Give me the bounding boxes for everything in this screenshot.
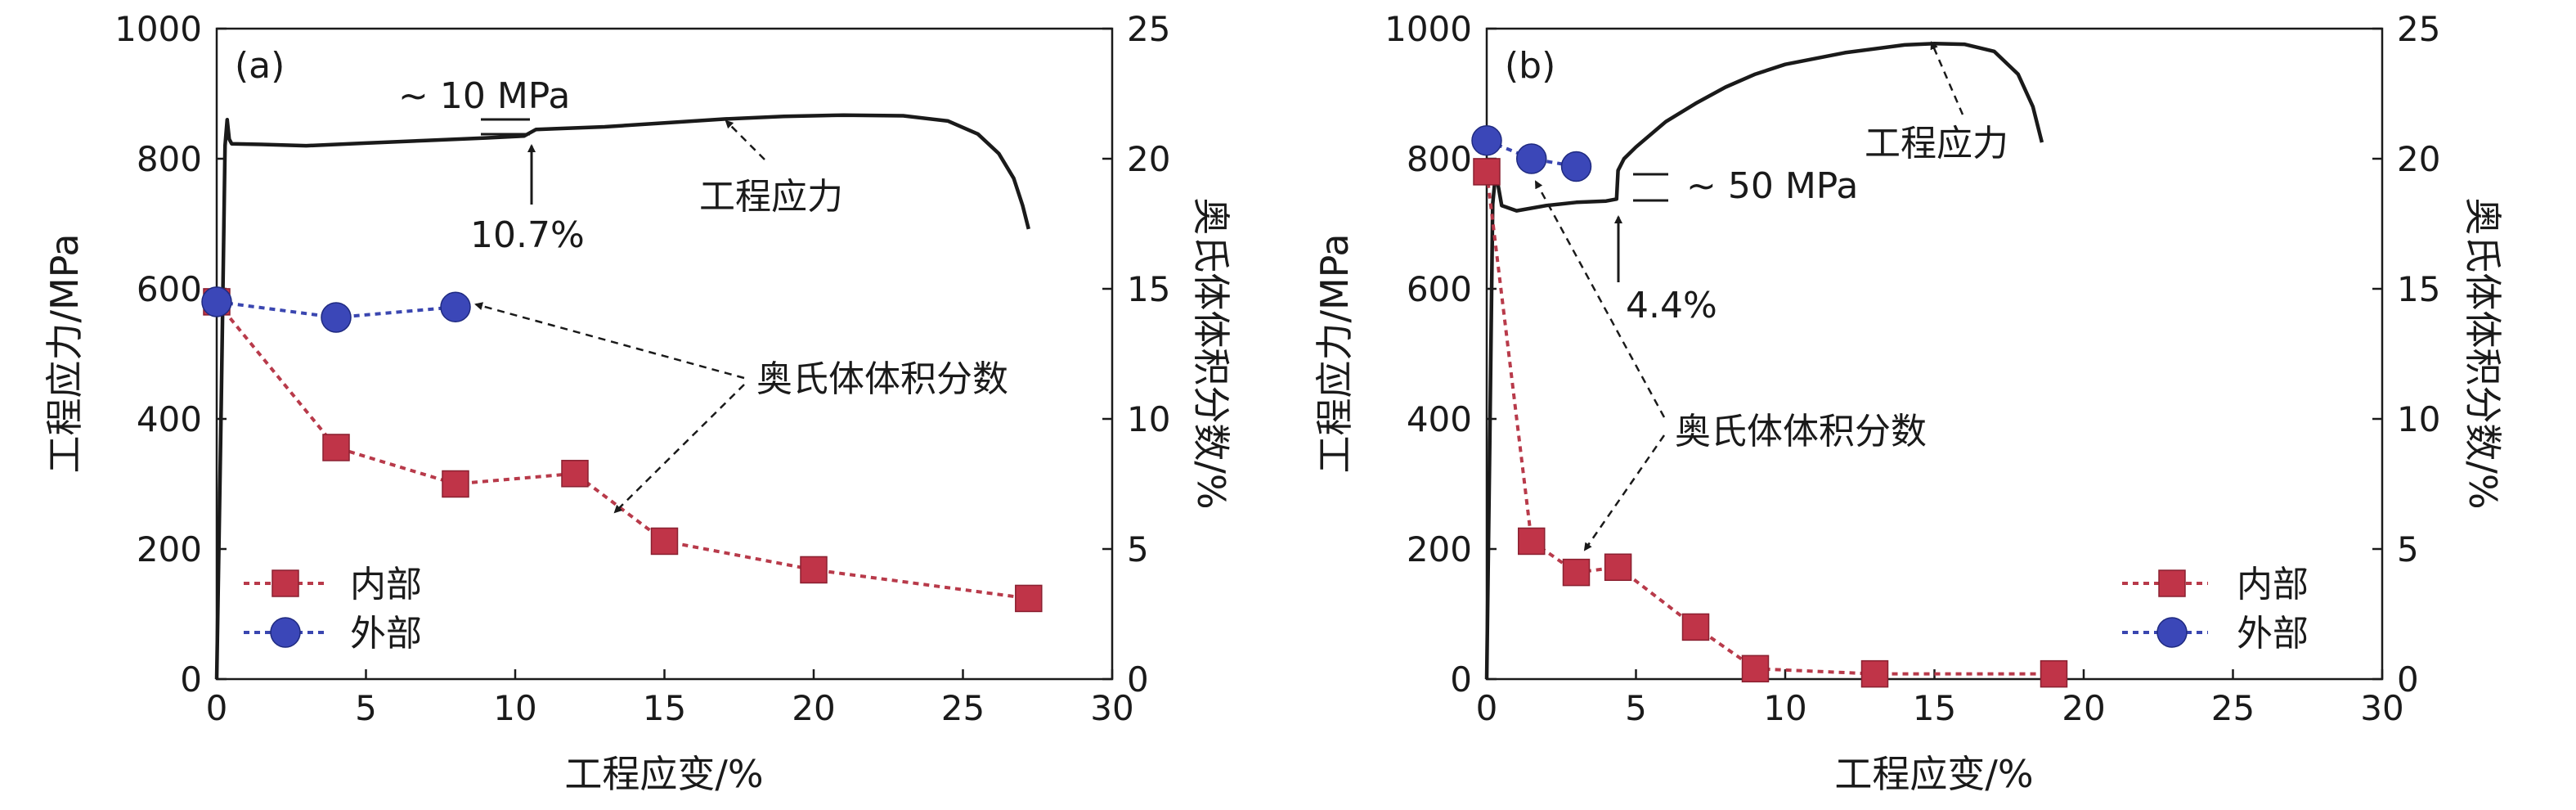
y2-tick-label: 0 [1127,659,1149,700]
inner-point [1518,527,1546,556]
curve-label-arrow-b [1930,41,1964,115]
x-tick-label: 20 [792,688,835,728]
legend-outer-label-b: 外部 [2237,613,2309,655]
x-tick-label: 5 [355,688,377,728]
y2-axis-label-b: 奥氏体体积分数/% [2461,197,2505,509]
inner-point [1604,553,1632,582]
x-tick-label: 15 [1913,688,1956,728]
y-axis-label-b: 工程应力/MPa [1313,233,1357,473]
outer-point [201,286,232,317]
y-tick-label: 200 [1407,529,1472,569]
inner-point [322,434,350,461]
y2-axis-label-a: 奥氏体体积分数/% [1189,197,1233,509]
y2-tick-label: 25 [2397,9,2440,49]
y-tick-label: 400 [137,399,202,439]
y2-tick-label: 5 [1127,529,1149,569]
vf-label-a: 奥氏体体积分数 [756,358,1008,400]
legend-inner-marker-b [2158,569,2186,597]
x-tick-label: 0 [206,688,228,728]
y2-tick-label: 10 [2397,399,2440,439]
outer-point [440,291,471,323]
y-tick-label: 1000 [1384,9,1472,49]
vf-arrow-outer-b [1534,180,1666,418]
y-tick-label: 600 [137,269,202,309]
x-axis-label-a: 工程应变/% [564,752,763,796]
inner-point [1860,659,1889,688]
y2-tick-label: 20 [2397,139,2440,179]
curve-label-arrow-a [725,119,765,160]
x-tick-label: 25 [2211,688,2255,728]
series-line-inner [1485,171,2054,676]
y-tick-label: 600 [1407,269,1472,309]
x-tick-label: 10 [1763,688,1806,728]
x-tick-label: 25 [941,688,985,728]
legend-inner-label-a: 内部 [350,564,422,605]
x-tick-label: 0 [1476,688,1498,728]
legend-b: 内部 外部 [2122,564,2309,655]
vf-arrow-outer-a [474,302,745,380]
panel-b: 0 5 10 15 20 25 30020040060080010000510152025 … [1313,9,2505,796]
inner-point [2040,659,2068,688]
outer-point [1516,143,1547,174]
y-tick-label: 800 [137,139,202,179]
y2-tick-label: 25 [1127,9,1170,49]
y-axis-label-a: 工程应力/MPa [43,233,87,473]
curve-label-a: 工程应力 [699,176,843,218]
inner-point [1015,584,1043,613]
y-tick-label: 0 [1450,659,1472,700]
inner-point [1473,158,1501,186]
outer-point [1471,124,1502,156]
delta-annotation-b: ~ 50 MPa [1686,165,1858,207]
panel-label-a: (a) [235,45,285,87]
x-tick-label: 30 [1090,688,1133,728]
stress-curve [214,113,1030,680]
inner-point [1562,558,1591,587]
vf-arrow-inner-a [613,384,745,514]
y-tick-label: 0 [180,659,202,700]
x-tick-label: 5 [1625,688,1647,728]
vf-label-b: 奥氏体体积分数 [1675,411,1927,452]
y2-tick-label: 15 [1127,269,1170,309]
inner-point [561,460,589,488]
y2-tick-label: 20 [1127,139,1170,179]
legend-outer-label-a: 外部 [350,613,422,655]
x-tick-label: 10 [493,688,536,728]
y2-tick-label: 5 [2397,529,2419,569]
panel-label-b: (b) [1505,45,1555,87]
strain-annotation-b: 4.4% [1626,285,1717,326]
legend-outer-marker-a [270,617,301,648]
curve-label-b: 工程应力 [1865,123,2008,164]
y-tick-label: 800 [1407,139,1472,179]
vf-arrow-inner-b [1583,434,1666,551]
x-axis-label-b: 工程应变/% [1834,752,2033,796]
y-tick-label: 200 [137,529,202,569]
y-tick-label: 400 [1407,399,1472,439]
legend-inner-label-b: 内部 [2237,564,2309,605]
inner-point [650,527,679,556]
x-tick-label: 20 [2062,688,2105,728]
y2-tick-label: 10 [1127,399,1170,439]
y2-tick-label: 0 [2397,659,2419,700]
inner-point [800,556,828,584]
stress-curve [1484,42,2044,680]
legend-inner-marker-a [272,569,299,597]
y-tick-label: 1000 [114,9,202,49]
y2-tick-label: 15 [2397,269,2440,309]
inner-point [442,470,469,498]
delta-annotation-a: ~ 10 MPa [398,75,570,117]
legend-a: 内部 外部 [244,564,422,655]
panel-a: 0 5 10 15 20 25 30020040060080010000510152025 … [43,9,1233,796]
strain-annotation-a: 10.7% [470,214,585,256]
inner-point [1681,613,1710,641]
x-tick-label: 15 [643,688,686,728]
x-tick-label: 30 [2360,688,2403,728]
legend-outer-marker-b [2156,617,2188,648]
outer-point [321,302,352,333]
outer-point [1560,151,1592,182]
inner-point [1741,655,1770,683]
